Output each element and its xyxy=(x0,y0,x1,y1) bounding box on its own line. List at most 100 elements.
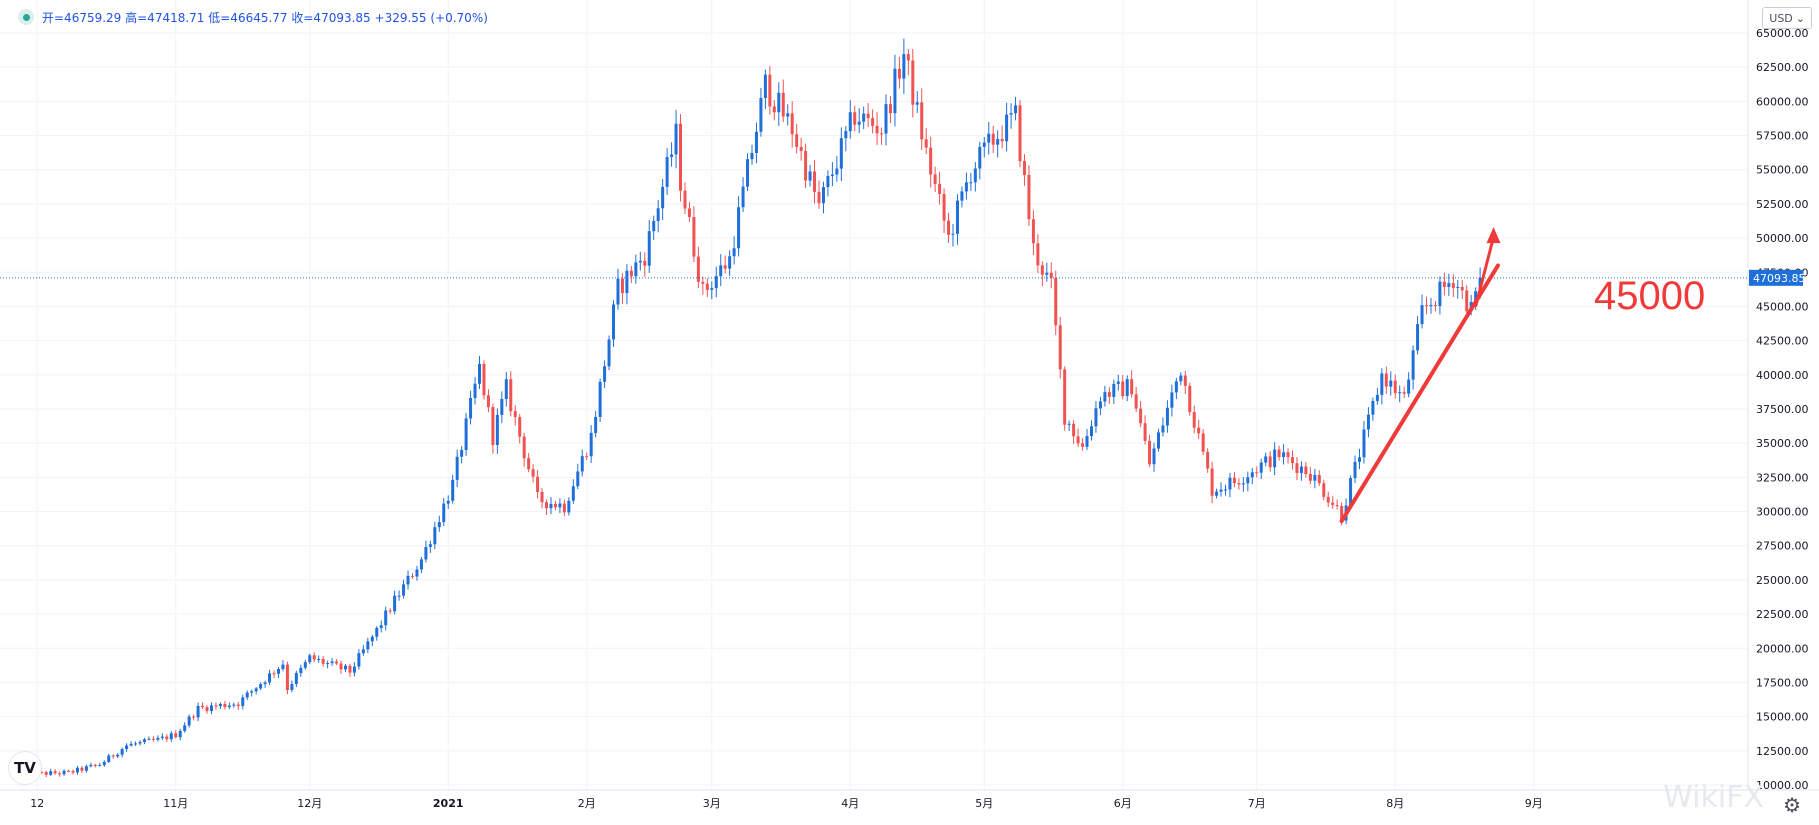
candle-body xyxy=(410,575,414,577)
candle-body xyxy=(746,159,750,187)
candle-body xyxy=(419,559,423,570)
candle-layer xyxy=(22,38,1482,778)
candle-body xyxy=(1228,477,1232,490)
candle-body xyxy=(281,664,285,669)
candle-body xyxy=(1094,408,1098,427)
candle-body xyxy=(603,366,607,382)
candle-body xyxy=(1179,375,1183,382)
candle-body xyxy=(49,771,53,775)
candle-body xyxy=(1273,449,1277,468)
candle-body xyxy=(1465,290,1469,312)
candle-body xyxy=(178,730,182,738)
candle-body xyxy=(808,171,812,181)
candle-body xyxy=(1416,324,1420,351)
candle-body xyxy=(620,278,624,294)
candle-body xyxy=(428,544,432,547)
time-tick-label: 12 xyxy=(30,797,44,810)
candle-body xyxy=(192,716,196,718)
candle-body xyxy=(504,379,508,399)
price-tick-label: 30000.00 xyxy=(1756,506,1809,519)
candle-body xyxy=(1143,423,1147,441)
candle-body xyxy=(446,500,450,504)
candle-body xyxy=(1429,305,1433,307)
candle-body xyxy=(933,174,937,184)
candle-body xyxy=(799,146,803,152)
price-tick-label: 10000.00 xyxy=(1756,779,1809,792)
candle-body xyxy=(1389,380,1393,387)
annotation-layer: 47093.85 45000 xyxy=(0,227,1806,524)
candle-body xyxy=(379,625,383,628)
candle-body xyxy=(1107,392,1111,397)
candle-body xyxy=(964,182,968,192)
price-tick-label: 42500.00 xyxy=(1756,335,1809,348)
candle-body xyxy=(263,682,267,685)
candle-body xyxy=(1027,174,1031,220)
currency-dropdown[interactable]: USD ⌄ xyxy=(1762,7,1812,29)
candle-body xyxy=(272,673,276,675)
candle-body xyxy=(576,471,580,487)
candle-body xyxy=(1215,491,1219,496)
candle-body xyxy=(1264,456,1268,463)
candle-body xyxy=(491,407,495,446)
candle-body xyxy=(1188,385,1192,413)
candle-body xyxy=(1335,504,1339,507)
candle-body xyxy=(1022,161,1026,175)
time-tick-label: 8月 xyxy=(1386,797,1404,810)
candle-body xyxy=(1295,463,1299,473)
candle-body xyxy=(1072,423,1076,437)
candle-body xyxy=(1156,432,1160,449)
candle-body xyxy=(571,486,575,501)
price-tick-label: 17500.00 xyxy=(1756,676,1809,689)
candle-body xyxy=(750,152,754,160)
time-tick-label: 11月 xyxy=(163,797,188,810)
gear-icon[interactable]: ⚙ xyxy=(1783,793,1801,817)
candle-body xyxy=(1018,105,1022,162)
candle-body xyxy=(495,414,499,446)
candle-body xyxy=(1447,283,1451,287)
candle-body xyxy=(938,183,942,195)
candle-body xyxy=(1277,449,1281,458)
candle-body xyxy=(62,770,66,775)
candle-body xyxy=(893,68,897,114)
candle-body xyxy=(871,118,875,126)
candle-body xyxy=(1152,448,1156,465)
candle-body xyxy=(710,288,714,290)
candle-body xyxy=(406,575,410,585)
candle-body xyxy=(169,733,173,740)
candle-body xyxy=(1322,483,1326,497)
candle-body xyxy=(1282,452,1286,458)
time-tick-label: 7月 xyxy=(1248,797,1266,810)
candle-body xyxy=(80,767,84,771)
tradingview-logo-icon[interactable]: TV xyxy=(8,751,42,785)
candle-body xyxy=(763,74,767,98)
candle-body xyxy=(223,703,227,708)
candle-body xyxy=(1299,466,1303,473)
candle-body xyxy=(250,691,254,693)
candle-body xyxy=(1223,489,1227,491)
time-tick-label: 6月 xyxy=(1114,797,1132,810)
candle-body xyxy=(1349,478,1353,506)
candle-body xyxy=(1268,456,1272,468)
candle-body xyxy=(531,469,535,477)
candle-body xyxy=(661,186,665,209)
candle-body xyxy=(1067,423,1071,425)
candle-body xyxy=(460,450,464,457)
candle-body xyxy=(567,500,571,513)
candle-body xyxy=(1407,379,1411,394)
candle-body xyxy=(562,503,566,513)
price-tick-label: 12500.00 xyxy=(1756,745,1809,758)
candle-body xyxy=(781,92,785,117)
candle-body xyxy=(1425,305,1429,307)
candle-body xyxy=(125,745,129,750)
candle-body xyxy=(540,491,544,503)
candle-body xyxy=(308,655,312,663)
price-tick-label: 50000.00 xyxy=(1756,232,1809,245)
price-tick-label: 22500.00 xyxy=(1756,608,1809,621)
candle-body xyxy=(1116,381,1120,384)
candle-body xyxy=(862,113,866,122)
candle-body xyxy=(1433,305,1437,307)
price-tick-label: 62500.00 xyxy=(1756,61,1809,74)
candle-body xyxy=(326,663,330,665)
